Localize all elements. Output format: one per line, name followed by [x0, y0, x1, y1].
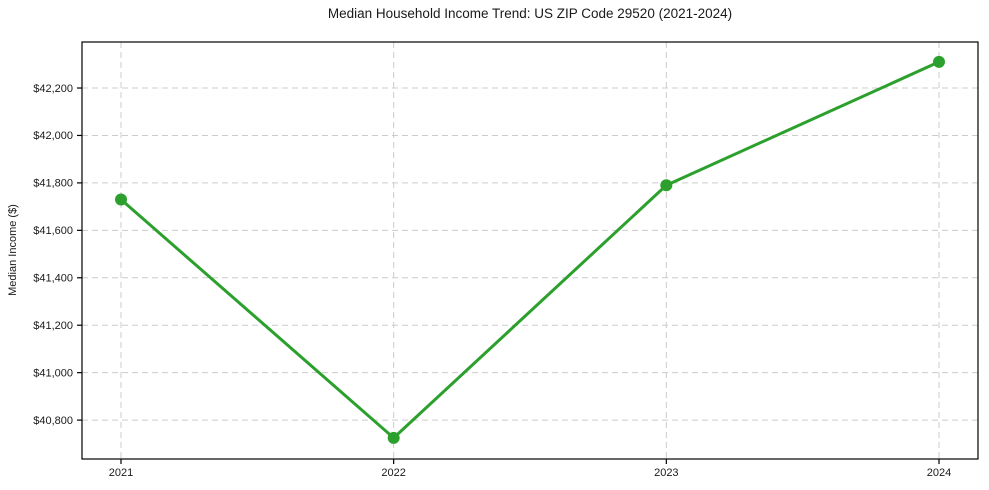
- y-tick-label: $41,000: [33, 367, 73, 379]
- x-tick-label: 2021: [109, 467, 133, 479]
- data-point-2021: [115, 193, 127, 206]
- x-tick-label: 2022: [381, 467, 405, 479]
- y-tick-label: $40,800: [33, 415, 73, 427]
- x-tick-label: 2023: [654, 467, 678, 479]
- y-tick-label: $41,200: [33, 320, 73, 332]
- chart-title: Median Household Income Trend: US ZIP Co…: [327, 6, 733, 21]
- y-tick-label: $41,800: [33, 178, 73, 190]
- y-tick-label: $42,200: [33, 83, 73, 95]
- axes-frame: [81, 41, 979, 460]
- y-tick-label: $42,000: [33, 130, 73, 142]
- x-tick-label: 2024: [927, 467, 951, 479]
- y-tick-label: $41,600: [33, 225, 73, 237]
- data-point-2023: [660, 179, 673, 192]
- data-point-2022: [387, 431, 400, 444]
- income-trend-line: [119, 60, 941, 440]
- data-point-2024: [933, 55, 945, 68]
- y-tick-label: $41,400: [33, 273, 73, 285]
